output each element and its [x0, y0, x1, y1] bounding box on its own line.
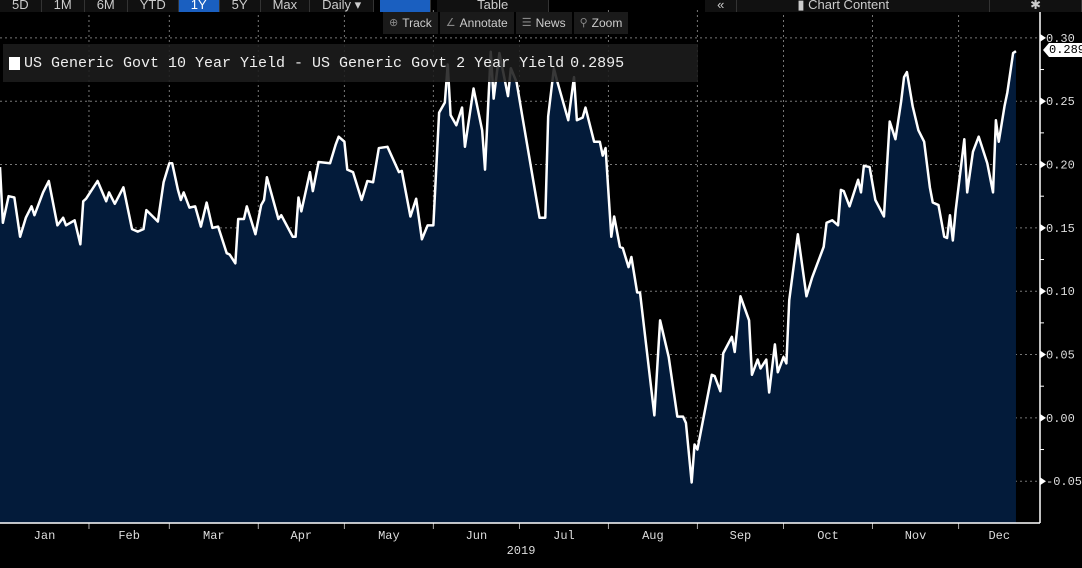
legend-swatch: [9, 56, 20, 70]
x-tick-label: Feb: [118, 529, 140, 543]
range-5d[interactable]: 5D: [0, 0, 42, 12]
table-button[interactable]: Table: [437, 0, 550, 12]
annotate-label: Annotate: [459, 16, 508, 30]
track-button[interactable]: ⊕ Track: [383, 12, 438, 34]
x-tick-label: Apr: [291, 529, 313, 543]
y-tick-label: 0.30: [1046, 32, 1075, 46]
range-5y[interactable]: 5Y: [219, 0, 261, 12]
legend: US Generic Govt 10 Year Yield - US Gener…: [3, 44, 698, 82]
track-label: Track: [402, 16, 432, 30]
y-tick-marker: [1040, 350, 1046, 359]
chart-toolbar: ⊕ Track ∠ Annotate ☰ News ⚲ Zoom: [383, 12, 629, 34]
bar-chart-icon: ▮: [797, 0, 809, 12]
y-tick-label: -0.05: [1046, 475, 1082, 489]
x-tick-label: Sep: [730, 529, 752, 543]
range-6m[interactable]: 6M: [84, 0, 128, 12]
range-1m[interactable]: 1M: [41, 0, 85, 12]
gear-icon: ✱: [1030, 0, 1041, 12]
chart-content-label: Chart Content: [808, 0, 890, 12]
x-tick-label: Jan: [34, 529, 56, 543]
collapse-button[interactable]: «: [705, 0, 738, 12]
top-toolbar: 5D 1M 6M YTD 1Y 5Y Max Daily ▾ Table « ▮…: [0, 0, 1082, 12]
news-label: News: [535, 16, 566, 30]
x-tick-label: May: [378, 529, 400, 543]
x-tick-label: Nov: [905, 529, 927, 543]
range-1y[interactable]: 1Y: [178, 0, 220, 12]
news-icon: ☰: [521, 17, 532, 29]
y-tick-marker: [1040, 223, 1046, 232]
zoom-button[interactable]: ⚲ Zoom: [573, 12, 629, 34]
range-ytd[interactable]: YTD: [127, 0, 179, 12]
legend-series-name: US Generic Govt 10 Year Yield - US Gener…: [24, 54, 565, 72]
range-max[interactable]: Max: [260, 0, 311, 12]
data-points: [0, 51, 1017, 483]
y-tick-label: 0.15: [1046, 222, 1075, 236]
x-tick-label: Mar: [203, 529, 225, 543]
settings-button[interactable]: ✱: [990, 0, 1082, 12]
series-line: [0, 50, 1017, 484]
axes: -0.05 0.00 0.05 0.10 0.15 0.20 0.25 0.30 Jan Feb M…: [0, 10, 1082, 543]
y-tick-label: 0.10: [1046, 285, 1075, 299]
y-tick-marker: [1040, 160, 1046, 169]
chart-content-button[interactable]: ▮ Chart Content: [737, 0, 991, 12]
x-tick-label: Jul: [553, 529, 575, 543]
last-value-tag: 0.2895: [1043, 43, 1082, 57]
series-area: [0, 51, 1016, 524]
zoom-label: Zoom: [591, 16, 623, 30]
crosshair-icon: ⊕: [389, 17, 399, 29]
frequency-dropdown[interactable]: Daily ▾: [310, 0, 375, 12]
y-tick-label: 0.00: [1046, 412, 1075, 426]
x-axis-year-label: 2019: [507, 544, 536, 558]
y-tick-marker: [1040, 97, 1046, 106]
news-button[interactable]: ☰ News: [515, 12, 572, 34]
y-tick-label: 0.05: [1046, 349, 1075, 363]
chart-type-icon[interactable]: [380, 0, 432, 12]
x-tick-label: Dec: [988, 529, 1010, 543]
pencil-icon: ∠: [445, 17, 456, 29]
magnifier-icon: ⚲: [579, 17, 588, 29]
y-tick-label: 0.20: [1046, 159, 1075, 173]
legend-value: 0.2895: [570, 54, 625, 72]
y-tick-marker: [1040, 33, 1046, 42]
x-tick-label: Jun: [466, 529, 488, 543]
y-tick-marker: [1040, 477, 1046, 486]
y-tick-marker: [1040, 287, 1046, 296]
y-tick-marker: [1040, 413, 1046, 422]
x-tick-label: Aug: [642, 529, 664, 543]
x-tick-label: Oct: [817, 529, 839, 543]
annotate-button[interactable]: ∠ Annotate: [439, 12, 514, 34]
y-tick-label: 0.25: [1046, 95, 1075, 109]
